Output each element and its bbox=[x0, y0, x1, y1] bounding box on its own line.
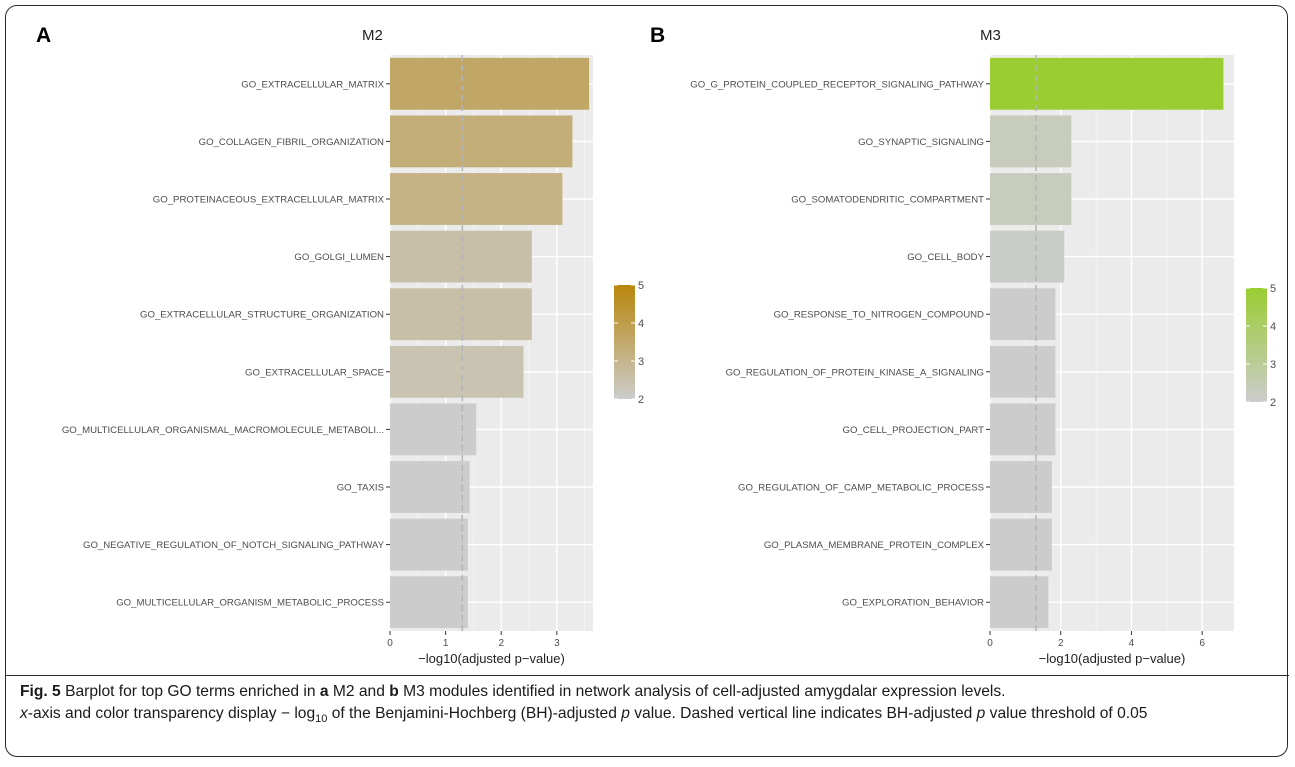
bar bbox=[990, 403, 1056, 456]
bar bbox=[990, 115, 1072, 168]
category-label: GO_PROTEINACEOUS_EXTRACELLULAR_MATRIX bbox=[153, 195, 385, 206]
category-label: GO_SOMATODENDRITIC_COMPARTMENT bbox=[791, 195, 984, 206]
legend-colorbar-a bbox=[614, 285, 635, 399]
category-label: GO_GOLGI_LUMEN bbox=[294, 252, 384, 263]
caption-text: Barplot for top GO terms enriched in bbox=[60, 683, 320, 700]
caption-text: value. Dashed vertical line indicates BH… bbox=[629, 705, 977, 722]
x-axis-label: −log10(adjusted p−value) bbox=[1039, 651, 1186, 666]
category-label: GO_SYNAPTIC_SIGNALING bbox=[858, 137, 984, 148]
bar bbox=[990, 461, 1052, 513]
category-label: GO_CELL_PROJECTION_PART bbox=[843, 425, 985, 436]
caption-fig-label: Fig. 5 bbox=[20, 683, 61, 700]
bar bbox=[390, 345, 524, 398]
category-label: GO_CELL_BODY bbox=[907, 252, 984, 263]
category-label: GO_NEGATIVE_REGULATION_OF_NOTCH_SIGNALIN… bbox=[83, 540, 385, 551]
caption-text: value threshold of 0.05 bbox=[985, 705, 1148, 722]
category-label: GO_MULTICELLULAR_ORGANISM_METABOLIC_PROC… bbox=[116, 598, 384, 609]
x-tick-label: 1 bbox=[443, 638, 449, 649]
bar bbox=[390, 57, 590, 110]
panel-label-b: B bbox=[650, 24, 666, 47]
category-label: GO_REGULATION_OF_CAMP_METABOLIC_PROCESS bbox=[738, 483, 984, 494]
legend-colorbar-b bbox=[1246, 288, 1267, 402]
category-label: GO_EXPLORATION_BEHAVIOR bbox=[842, 598, 984, 609]
category-label: GO_EXTRACELLULAR_MATRIX bbox=[241, 79, 384, 90]
bar bbox=[990, 173, 1072, 225]
category-label: GO_RESPONSE_TO_NITROGEN_COMPOUND bbox=[774, 310, 984, 321]
legend-tick-label: 5 bbox=[638, 280, 644, 292]
figure-frame bbox=[5, 5, 1288, 757]
caption-text: -axis and color transparency display − l… bbox=[27, 705, 316, 722]
caption-p-italic: p bbox=[976, 705, 986, 722]
legend-tick-label: 4 bbox=[1270, 321, 1276, 333]
x-tick-label: 3 bbox=[554, 638, 560, 649]
bar bbox=[390, 461, 470, 513]
category-label: GO_TAXIS bbox=[337, 483, 384, 494]
legend-tick-label: 2 bbox=[1270, 397, 1276, 409]
caption-p-italic: p bbox=[621, 705, 630, 722]
category-label: GO_COLLAGEN_FIBRIL_ORGANIZATION bbox=[199, 137, 384, 148]
bar bbox=[990, 288, 1056, 341]
chart-title: M2 bbox=[362, 27, 383, 44]
caption-subscript: 10 bbox=[315, 713, 328, 726]
x-tick-label: 6 bbox=[1199, 638, 1205, 649]
category-label: GO_EXTRACELLULAR_SPACE bbox=[245, 367, 384, 378]
x-tick-label: 2 bbox=[498, 638, 504, 649]
x-tick-label: 4 bbox=[1129, 638, 1135, 649]
bar bbox=[390, 403, 477, 456]
legend-tick-label: 5 bbox=[1270, 283, 1276, 295]
x-tick-label: 0 bbox=[387, 638, 393, 649]
bar bbox=[990, 57, 1224, 110]
caption-text: M3 modules identified in network analysi… bbox=[398, 683, 1006, 700]
chart-title: M3 bbox=[980, 27, 1001, 44]
bar bbox=[990, 345, 1056, 398]
category-label: GO_G_PROTEIN_COUPLED_RECEPTOR_SIGNALING_… bbox=[690, 79, 984, 90]
x-tick-label: 0 bbox=[987, 638, 993, 649]
bar bbox=[990, 576, 1049, 629]
category-label: GO_REGULATION_OF_PROTEIN_KINASE_A_SIGNAL… bbox=[726, 367, 984, 378]
chart-canvas: GO_EXTRACELLULAR_MATRIX GO_COLLAGEN_FIBRI… bbox=[62, 27, 1276, 666]
caption-x-italic: x bbox=[20, 705, 28, 722]
figure-caption: Fig. 5 Barplot for top GO terms enriched… bbox=[20, 681, 1275, 730]
x-tick-label: 2 bbox=[1058, 638, 1064, 649]
bar bbox=[390, 288, 532, 341]
x-axis-label: −log10(adjusted p−value) bbox=[418, 651, 565, 666]
legend-tick-label: 2 bbox=[638, 394, 644, 406]
category-label: GO_EXTRACELLULAR_STRUCTURE_ORGANIZATION bbox=[140, 310, 384, 321]
bar bbox=[390, 115, 573, 168]
bar bbox=[390, 173, 563, 225]
caption-panel-a: a bbox=[319, 683, 329, 700]
legend-tick-label: 3 bbox=[1270, 359, 1276, 371]
bar bbox=[390, 230, 532, 283]
panel-label-a: A bbox=[36, 24, 52, 47]
caption-divider bbox=[6, 675, 1289, 676]
bar bbox=[990, 230, 1065, 283]
caption-text: M2 and bbox=[328, 683, 390, 700]
legend-tick-label: 3 bbox=[638, 356, 644, 368]
caption-panel-b: b bbox=[389, 683, 399, 700]
caption-text: of the Benjamini-Hochberg (BH)-adjusted bbox=[327, 705, 622, 722]
bar bbox=[390, 576, 468, 629]
category-label: GO_MULTICELLULAR_ORGANISMAL_MACROMOLECUL… bbox=[62, 425, 384, 436]
bar bbox=[990, 518, 1052, 571]
legend-tick-label: 4 bbox=[638, 318, 644, 330]
bar bbox=[390, 518, 468, 571]
category-label: GO_PLASMA_MEMBRANE_PROTEIN_COMPLEX bbox=[764, 540, 985, 551]
